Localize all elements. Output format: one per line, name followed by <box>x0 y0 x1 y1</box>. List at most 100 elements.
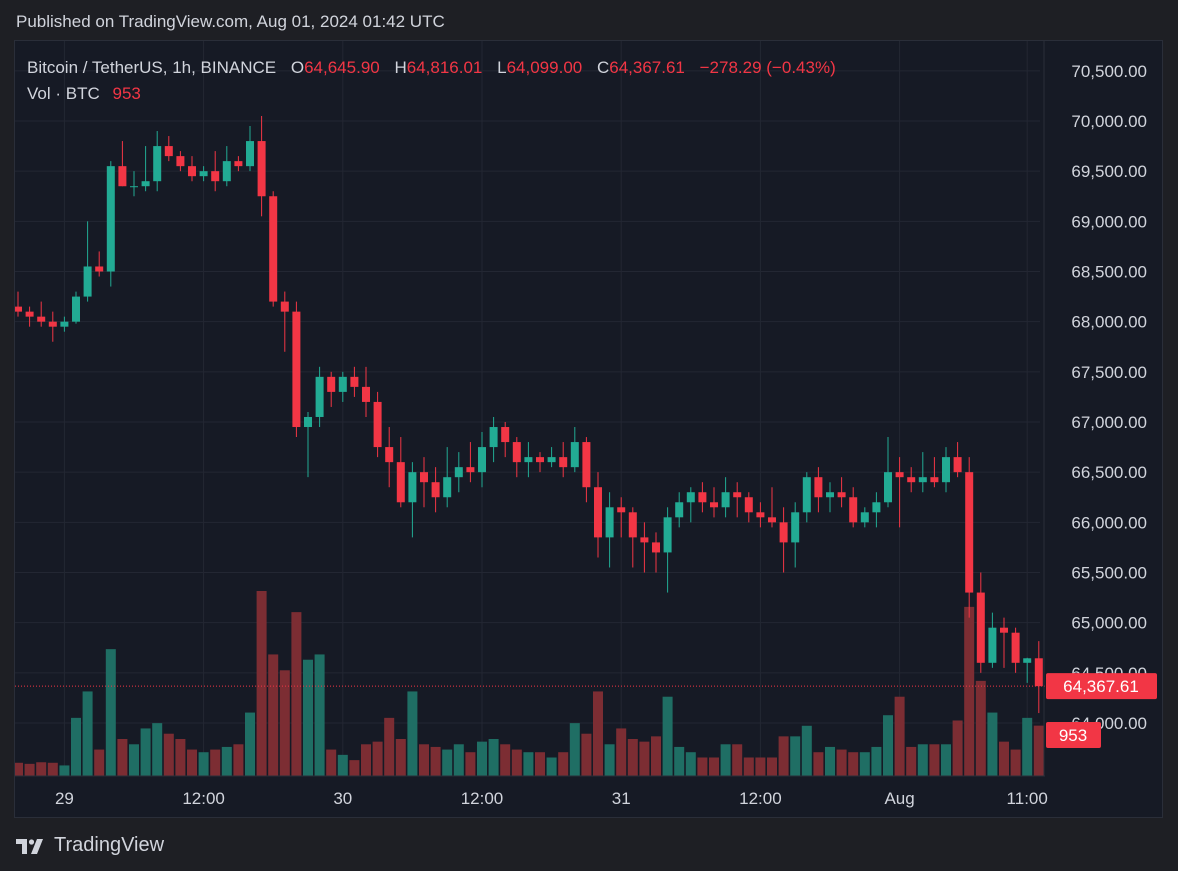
legend-close-value: 64,367.61 <box>609 58 685 77</box>
candle-body[interactable] <box>582 442 591 488</box>
candle-body[interactable] <box>849 497 858 523</box>
volume-bar <box>581 733 592 776</box>
candle-body[interactable] <box>118 166 127 187</box>
candle-body[interactable] <box>234 161 243 167</box>
candle-body[interactable] <box>605 507 614 538</box>
candle-body[interactable] <box>512 442 521 463</box>
candle-body[interactable] <box>884 472 892 503</box>
candle-body[interactable] <box>164 146 173 157</box>
candle-body[interactable] <box>617 507 626 513</box>
candle-body[interactable] <box>686 492 695 503</box>
candle-body[interactable] <box>1023 658 1032 663</box>
candle-body[interactable] <box>385 447 394 463</box>
candle-body[interactable] <box>918 477 927 483</box>
candle-body[interactable] <box>280 301 289 312</box>
chart-panel[interactable]: 70,500.00 70,000.00 69,500.00 69,000.00 68,5… <box>14 40 1163 818</box>
candle-body[interactable] <box>1011 632 1020 663</box>
candle-body[interactable] <box>675 502 684 518</box>
candle-body[interactable] <box>628 512 637 538</box>
candle-body[interactable] <box>83 266 92 297</box>
candle-body[interactable] <box>420 472 428 483</box>
candle-body[interactable] <box>315 376 324 417</box>
candle-body[interactable] <box>895 472 904 478</box>
candle-body[interactable] <box>710 502 718 508</box>
volume-bar <box>894 696 905 776</box>
candle-body[interactable] <box>431 482 440 498</box>
legend-volume-label[interactable]: Vol · BTC <box>27 84 100 103</box>
candle-body[interactable] <box>211 171 220 182</box>
candle-body[interactable] <box>536 457 544 463</box>
candle-body[interactable] <box>199 171 208 177</box>
candle-body[interactable] <box>408 472 417 503</box>
candle-body[interactable] <box>594 487 602 538</box>
candle-body[interactable] <box>338 376 347 392</box>
candle-body[interactable] <box>269 196 278 302</box>
candle-body[interactable] <box>153 146 162 182</box>
volume-bar <box>743 757 754 776</box>
candle-body[interactable] <box>222 161 231 182</box>
candle-body[interactable] <box>246 141 254 167</box>
candle-body[interactable] <box>953 457 962 473</box>
candle-body[interactable] <box>443 477 452 498</box>
candle-body[interactable] <box>48 321 57 327</box>
candle-body[interactable] <box>721 492 730 508</box>
candle-body[interactable] <box>478 447 486 473</box>
candle-body[interactable] <box>872 502 881 513</box>
candle-body[interactable] <box>837 492 846 498</box>
candle-body[interactable] <box>106 166 115 272</box>
candle-body[interactable] <box>362 386 370 402</box>
candle-body[interactable] <box>663 517 672 553</box>
legend-close-label: C <box>596 58 610 77</box>
candle-body[interactable] <box>930 477 939 483</box>
candle-body[interactable] <box>37 316 46 322</box>
candle-body[interactable] <box>130 186 138 188</box>
candle-body[interactable] <box>327 376 336 392</box>
candle-body[interactable] <box>942 457 950 483</box>
footer-brand[interactable]: TradingView <box>16 834 164 857</box>
candle-body[interactable] <box>768 517 776 523</box>
candle-body[interactable] <box>965 472 974 593</box>
legend-symbol[interactable]: Bitcoin / TetherUS, 1h, BINANCE <box>27 58 277 77</box>
candle-body[interactable] <box>257 141 266 197</box>
candle-body[interactable] <box>304 416 312 428</box>
candle-body[interactable] <box>396 462 405 503</box>
candle-body[interactable] <box>744 497 753 513</box>
volume-bar <box>848 752 859 776</box>
candle-body[interactable] <box>60 321 69 327</box>
candle-body[interactable] <box>791 512 800 543</box>
candlestick-chart[interactable]: 70,500.00 70,000.00 69,500.00 69,000.00 68,5… <box>15 41 1163 818</box>
candle-body[interactable] <box>698 492 707 503</box>
candle-body[interactable] <box>733 492 742 498</box>
candle-body[interactable] <box>373 401 382 448</box>
candle-body[interactable] <box>756 512 765 518</box>
candle-body[interactable] <box>176 156 185 167</box>
candle-body[interactable] <box>814 477 823 498</box>
candle-body[interactable] <box>652 542 660 553</box>
candle-body[interactable] <box>25 311 34 317</box>
candle-body[interactable] <box>907 477 916 483</box>
candle-body[interactable] <box>779 522 788 543</box>
candle-body[interactable] <box>15 306 22 312</box>
candle-body[interactable] <box>489 427 498 448</box>
candle-body[interactable] <box>640 537 649 543</box>
candle-body[interactable] <box>988 627 997 663</box>
candle-body[interactable] <box>976 592 985 663</box>
candle-body[interactable] <box>141 181 150 187</box>
candle-body[interactable] <box>559 457 568 468</box>
candle-body[interactable] <box>802 477 811 513</box>
candle-body[interactable] <box>350 376 359 387</box>
candle-body[interactable] <box>570 442 579 468</box>
candle-body[interactable] <box>1034 658 1043 687</box>
candle-body[interactable] <box>860 512 869 523</box>
candle-body[interactable] <box>72 296 80 322</box>
candle-body[interactable] <box>547 457 556 463</box>
candle-body[interactable] <box>524 457 533 463</box>
candle-body[interactable] <box>466 467 475 473</box>
candle-body[interactable] <box>501 427 510 443</box>
candle-body[interactable] <box>1000 627 1008 633</box>
candle-body[interactable] <box>292 311 301 428</box>
candle-body[interactable] <box>188 166 196 177</box>
candle-body[interactable] <box>95 266 104 272</box>
candle-body[interactable] <box>454 467 463 478</box>
candle-body[interactable] <box>826 492 834 498</box>
